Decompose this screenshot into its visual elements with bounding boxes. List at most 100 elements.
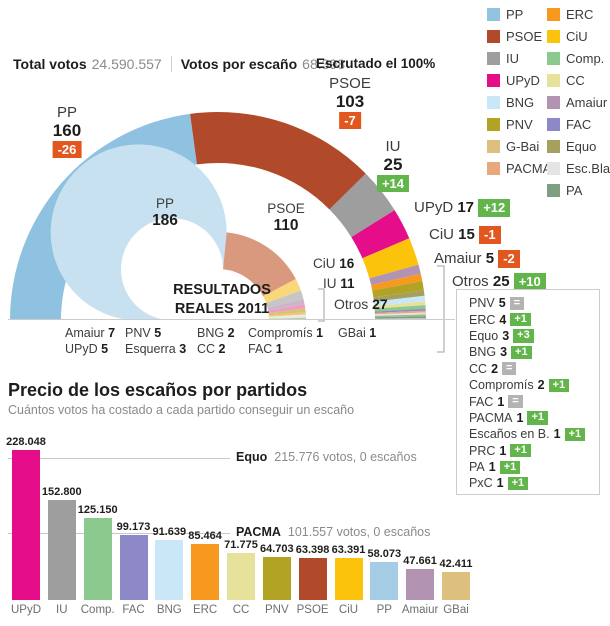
inner-segment-upyd <box>268 304 306 314</box>
below-axis-entry: FAC 1 <box>248 342 323 358</box>
otros-detail-box: PNV 5 = ERC 4 +1 Equo 3 +3 BNG 3 +1 CC 2 = Compromís 2 +1… <box>456 289 600 495</box>
legend-swatch-comp. <box>547 52 560 65</box>
otros-item-change-badge: +1 <box>507 476 529 491</box>
otros-item-change-badge: +1 <box>499 460 521 474</box>
below-axis-party: UPyD <box>65 341 102 356</box>
below-axis-party: FAC <box>248 341 276 356</box>
legend-swatch-fac <box>547 118 560 131</box>
otros-item-cc: CC 2 = <box>469 361 599 377</box>
outer-segment-ciu <box>362 238 419 279</box>
otros-item-seats: 2 <box>491 361 499 376</box>
legend-swatch-pnv <box>487 118 500 131</box>
outer-segment-bng <box>373 295 426 306</box>
bar-bng <box>155 539 184 600</box>
bar-chart-subtitle: Cuántos votos ha costado a cada partido … <box>8 403 355 417</box>
bar-gbai <box>442 572 470 600</box>
otros-item-change-badge: +1 <box>548 378 570 392</box>
legend-label: FAC <box>566 117 592 132</box>
legend-item-bng: BNG <box>487 95 534 110</box>
otros-item-seats: 2 <box>537 378 545 393</box>
otros-item-party: PA <box>469 460 485 475</box>
bar-category-label: PNV <box>264 604 289 616</box>
below-axis-seats: 1 <box>275 341 283 356</box>
otros-item-change-badge: +1 <box>510 312 531 327</box>
votes-per-seat-value: 68.398 <box>302 56 345 72</box>
legend-swatch-pp <box>487 8 500 21</box>
bar-value-label: 63.391 <box>331 544 366 557</box>
otros-item-change-badge: = <box>508 394 523 409</box>
otros-item-pacma: PACMA 1 +1 <box>469 410 599 426</box>
stats-divider <box>170 56 172 72</box>
label-otros-simulated: Otros 25 +10 <box>452 273 546 291</box>
bar-category-label: FAC <box>122 604 145 616</box>
legend-label: ERC <box>566 7 594 22</box>
bar-value-label: 64.703 <box>259 543 294 556</box>
otros-item-seats: 1 <box>516 410 524 425</box>
below-axis-group-1: PNV 5 Esquerra 3 <box>125 326 186 357</box>
equo-threshold-line <box>8 458 230 460</box>
legend-label: CC <box>566 73 585 88</box>
bar-value-label: 228.048 <box>6 436 46 448</box>
below-axis-seats: 2 <box>218 341 226 356</box>
otros-item-party: Escaños en B. <box>469 427 550 442</box>
label-pp-real: PP 186 <box>152 196 178 229</box>
otros-item-party: Equo <box>469 328 499 343</box>
bar-cc <box>227 552 255 600</box>
otros-item-esca-os-en-b-: Escaños en B. 1 +1 <box>469 426 599 442</box>
outer-segment-amaiur <box>369 264 421 286</box>
bar-pp <box>370 561 399 600</box>
legend-label: G-Bai <box>506 139 540 154</box>
otros-item-seats: 1 <box>553 427 561 442</box>
psoe-delta-badge: -7 <box>339 111 361 130</box>
bar-category-label: CiU <box>338 604 359 616</box>
otros-item-party: PNV <box>469 296 495 311</box>
otros-item-seats: 1 <box>497 394 505 409</box>
otros-item-party: PRC <box>469 443 496 458</box>
bar-category-label: IU <box>56 604 68 616</box>
bar-value-label: 47.661 <box>403 554 437 567</box>
otros-item-party: ERC <box>469 312 496 327</box>
hemicycle-baseline <box>8 319 455 320</box>
otros-item-bng: BNG 3 +1 <box>469 344 599 360</box>
otros-item-change-badge: +3 <box>513 329 534 343</box>
below-axis-entry: Amaiur 7 <box>65 326 115 342</box>
below-axis-entry: UPyD 5 <box>65 342 115 358</box>
outer-segment-psoe <box>190 111 366 210</box>
below-axis-party: Amaiur <box>65 326 109 340</box>
bar-ciu <box>334 558 363 600</box>
otros-item-party: PxC <box>469 476 493 491</box>
otros-item-seats: 5 <box>498 296 506 311</box>
pp-delta-badge: -26 <box>52 140 82 159</box>
below-axis-seats: 2 <box>227 326 235 340</box>
inner-segment-pp <box>50 144 227 320</box>
legend-item-fac: FAC <box>547 117 591 132</box>
legend-swatch-g-bai <box>487 140 500 153</box>
below-axis-seats: 5 <box>101 341 109 356</box>
bar-category-label: Amaiur <box>401 604 439 616</box>
label-otros-real: Otros 27 <box>334 296 388 312</box>
bar-category-label: PSOE <box>296 604 329 616</box>
otros-item-equo: Equo 3 +3 <box>469 328 599 344</box>
votes-per-seat-label: Votos por escaño <box>180 56 298 72</box>
inner-segment-amaiur <box>267 298 305 311</box>
inner-segment-iu <box>266 290 304 308</box>
label-psoe-real: PSOE 110 <box>267 201 305 234</box>
inner-segment-compromís <box>268 317 306 320</box>
legend-swatch-iu <box>487 52 500 65</box>
bar-category-label: CC <box>232 604 250 616</box>
inner-segment-pnv <box>268 308 306 316</box>
legend-item-pp: PP <box>487 7 523 22</box>
bar-value-label: 63.398 <box>295 544 330 557</box>
label-pp-simulated: PP 160 -26 <box>52 104 82 159</box>
amaiur-delta-badge: -2 <box>498 250 520 268</box>
bar-fac <box>119 534 148 600</box>
legend-item-iu: IU <box>487 51 519 66</box>
otros-item-erc: ERC 4 +1 <box>469 311 599 327</box>
legend-label: PP <box>506 7 524 22</box>
label-ciu-simulated: CiU 15 -1 <box>429 226 501 244</box>
bar-category-label: Comp. <box>80 604 115 616</box>
inner-segment-esquerra <box>268 312 306 317</box>
legend-swatch-equo <box>547 140 560 153</box>
iu-delta-badge: +14 <box>376 174 410 193</box>
